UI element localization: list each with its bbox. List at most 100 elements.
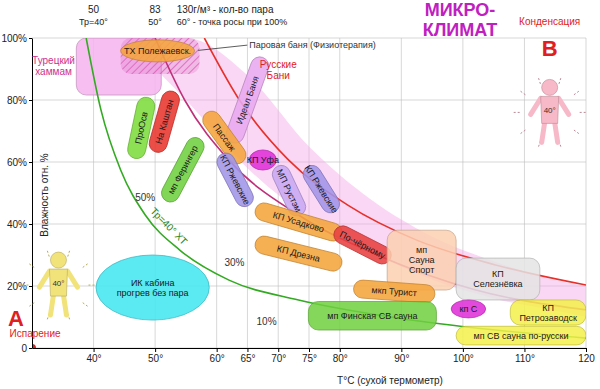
zone-label-line: мп (416, 245, 427, 255)
zone-label: МП Рустэм (274, 168, 303, 214)
figure-limb (531, 98, 541, 114)
annotation-line: Паровая баня (Физиотерапия) (249, 40, 375, 50)
figure-limb (67, 271, 77, 287)
figure-ray (519, 130, 525, 135)
tick-mark (29, 224, 32, 225)
zone-label-line: мп Финская СВ сауна (327, 311, 417, 321)
x-tick: 100° (453, 348, 474, 364)
figure-ray (519, 90, 525, 95)
figure-ray (68, 249, 70, 257)
figure-ray (559, 76, 561, 84)
figure-label: 40° (52, 279, 64, 288)
annotation: Конденсация (519, 16, 580, 27)
title-line: МИКРО- (425, 0, 496, 20)
y-axis: 020%40%60%80%100% (1, 33, 32, 354)
y-axis-title-line: Влажность отн. % (39, 153, 50, 236)
zone-label-line: КП Ржевские (302, 164, 339, 215)
tick-mark (29, 162, 32, 163)
zone-label: ИК кабинапрогрев без пара (117, 278, 189, 298)
zone-label-line: Селезнёвка (473, 279, 522, 289)
tick-label: 70° (271, 353, 286, 364)
tick-label: 65° (240, 353, 255, 364)
tick-label: 100% (1, 33, 27, 44)
zone-label: Пассаж (211, 122, 238, 153)
zone-label-line: КП Усадково (272, 210, 326, 234)
tick-label: 50° (148, 353, 163, 364)
figure-ray (538, 76, 540, 84)
x-axis-title: T°C (сухой термометр) (337, 375, 443, 386)
top-label: 83 (150, 4, 162, 15)
zone (158, 134, 207, 205)
figure-ray (83, 303, 89, 308)
zone-label-line: мп Ферингер (166, 144, 200, 196)
x-tick: 65° (240, 348, 255, 364)
top-sublabel: 60° - точка росы при 100% (177, 17, 288, 27)
annotation: 10% (257, 316, 277, 327)
top-label-line: 50 (88, 4, 100, 15)
zone (147, 89, 182, 155)
figure-limb (63, 295, 66, 315)
zone (126, 96, 157, 161)
top-sublabel: 50° (148, 17, 162, 27)
y-tick: 40% (7, 219, 32, 230)
tick-mark (29, 348, 32, 349)
curve (155, 38, 586, 310)
leader-line (198, 45, 247, 50)
zone-label-line: мп СВ сауна по-русски (474, 331, 569, 341)
annotation-line: B (542, 36, 558, 61)
zone-label-line: ПроОсв (133, 111, 150, 145)
zone-label: КП Ржевские (302, 164, 339, 215)
zone-label: мкп Турист (371, 285, 417, 298)
figure-ray (88, 285, 96, 286)
zone-label-line: КП (542, 303, 554, 313)
annotation: 30% (225, 257, 245, 268)
figure-label-line: 40° (52, 279, 64, 288)
x-tick: 110° (515, 348, 535, 364)
figure-body (49, 269, 67, 296)
annotation: Испарение (10, 328, 61, 339)
zone (510, 300, 586, 325)
figure-limb (50, 295, 53, 315)
tick-label: 75° (302, 353, 317, 364)
figure-ray (574, 130, 580, 135)
x-tick: 70° (271, 348, 286, 364)
x-axis-title-line: T°C (сухой термометр) (337, 375, 443, 386)
annotation-line: хаммам (35, 66, 72, 77)
annotation-line: 50% (135, 192, 155, 203)
zone (456, 258, 540, 300)
tick-mark (340, 348, 341, 352)
zone-label-line: На Каштан (153, 98, 175, 145)
tick-label: 120 (578, 353, 595, 364)
zone (300, 162, 343, 216)
annotation-line: Русские (260, 59, 298, 70)
figure-ray (580, 112, 588, 113)
figure-body (541, 96, 559, 123)
title: МИКРО-КЛИМАТ (423, 0, 498, 40)
figure-ray (512, 112, 520, 113)
annotation-line: 10% (257, 316, 277, 327)
annotation-line: Испарение (10, 328, 61, 339)
zone (353, 279, 436, 303)
zone-label: мп СВ сауна по-русски (474, 331, 569, 341)
figure-ray (83, 263, 89, 268)
y-tick: 100% (1, 33, 32, 44)
x-tick: 80° (333, 348, 348, 364)
zone-label: мпСаунаСпорт (409, 245, 435, 275)
annotation-line: Конденсация (519, 16, 580, 27)
tick-mark (155, 348, 156, 352)
curve-label-line: Тр=40° ХТ (148, 205, 189, 247)
grid-line-y (32, 100, 586, 101)
labels: Тр=40° ХТТХ Полежаевск.ПроОсвНа Каштанмп… (117, 46, 577, 341)
zone-label-line: мкп Турист (371, 285, 417, 298)
tick-mark (29, 286, 32, 287)
zone-label-line: ИК кабина (131, 278, 175, 288)
figure-limb (542, 122, 545, 142)
zone (387, 230, 456, 290)
tick-label: 100° (453, 353, 474, 364)
top-label: 50 (88, 4, 100, 15)
annotation-line: 30% (225, 257, 245, 268)
zone-label: мп Ферингер (166, 144, 200, 196)
zone-label-line: Идеал Баня (234, 75, 261, 126)
top-label-line: 130г/м³ - кол-во пара (177, 4, 274, 15)
figure-label-line: 40° (544, 106, 556, 115)
